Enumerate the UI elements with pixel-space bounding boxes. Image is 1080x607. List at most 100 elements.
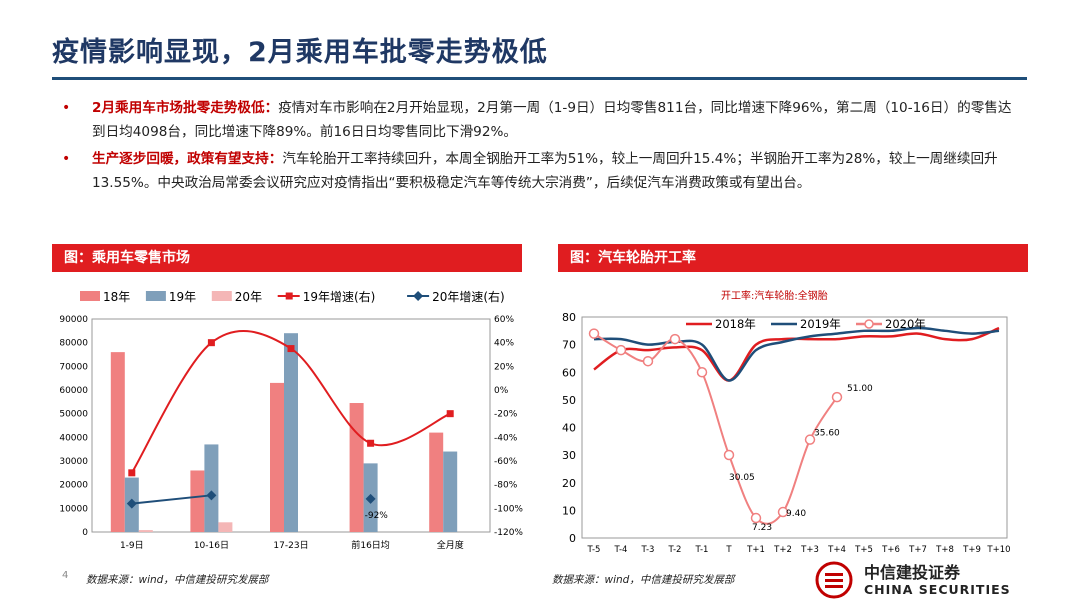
x-tick-label: 全月度	[437, 539, 464, 551]
x-tick-label: T+3	[800, 545, 819, 555]
data-label: -92%	[365, 511, 389, 521]
data-label: 51.00	[847, 384, 873, 394]
bullet-list: • 2月乘用车市场批零走势极低：疫情对车市影响在2月开始显现，2月第一周（1-9…	[62, 96, 1022, 198]
x-tick-label: T+10	[986, 545, 1010, 555]
citic-logo-icon: 中信建投证券 CHINA SECURITIES	[815, 561, 1011, 599]
x-tick-label: T-5	[587, 545, 601, 555]
y2-tick-label: -60%	[494, 457, 518, 467]
data-point	[128, 469, 136, 477]
legend-marker	[864, 319, 874, 329]
bar	[190, 470, 205, 532]
x-tick-label: T+7	[908, 545, 927, 555]
chart-header-retail: 图：乘用车零售市场	[52, 244, 522, 272]
data-label: 7.23	[752, 523, 772, 533]
plot-frame	[581, 316, 1008, 539]
data-point	[446, 410, 454, 418]
y-tick-label: 10	[562, 504, 576, 517]
bullet-item: • 生产逐步回暖，政策有望支持：汽车轮胎开工率持续回升，本周全钢胎开工率为51%…	[62, 147, 1022, 195]
x-tick-label: T+5	[854, 545, 873, 555]
y-tick-label: 50000	[59, 410, 88, 420]
x-tick-label: T-1	[695, 545, 709, 555]
y2-tick-label: 60%	[494, 315, 514, 325]
y-tick-label: 70	[562, 339, 576, 352]
bullet-marker: •	[62, 100, 71, 116]
data-point	[777, 506, 789, 518]
x-tick-label: T+2	[773, 545, 792, 555]
bar	[110, 352, 125, 532]
bar	[443, 451, 458, 532]
x-tick-label: T+9	[962, 545, 981, 555]
y-tick-label: 60000	[59, 386, 88, 396]
page-number: 4	[62, 570, 69, 581]
legend-marker	[285, 292, 293, 300]
data-point	[696, 367, 708, 378]
y2-tick-label: 0%	[494, 386, 509, 396]
legend-swatch	[145, 291, 166, 301]
bar	[218, 522, 233, 532]
series-line-2020年	[593, 332, 838, 525]
bar	[204, 444, 219, 532]
legend-label: 2020年	[885, 317, 926, 331]
x-tick-label: T	[725, 545, 732, 555]
x-tick-label: T+6	[881, 545, 900, 555]
bullet-lead: 生产逐步回暖，政策有望支持：	[92, 151, 283, 167]
y-tick-label: 30	[562, 449, 576, 462]
data-point	[642, 355, 654, 367]
x-tick-label: 17-23日	[273, 540, 308, 551]
x-tick-label: T-4	[614, 545, 628, 555]
legend-label: 19年增速(右)	[303, 289, 376, 304]
company-logo: 中信建投证券 CHINA SECURITIES	[814, 560, 1039, 600]
x-tick-label: T-3	[641, 545, 655, 555]
data-label: 30.05	[729, 473, 755, 483]
y-tick-label: 50	[562, 394, 576, 407]
data-point	[126, 498, 137, 509]
data-point	[615, 344, 627, 356]
x-tick-label: T+4	[827, 545, 846, 555]
y2-tick-label: -80%	[494, 481, 518, 491]
chart-header-tire: 图：汽车轮胎开工率	[558, 244, 1028, 272]
bullet-lead: 2月乘用车市场批零走势极低：	[92, 100, 279, 116]
x-tick-label: 前16日均	[351, 539, 389, 551]
y-tick-label: 30000	[59, 457, 88, 467]
legend-swatch	[211, 291, 232, 301]
y2-tick-label: 40%	[494, 339, 514, 349]
y2-tick-label: -120%	[494, 528, 523, 538]
legend-label: 20年增速(右)	[432, 289, 505, 304]
bar	[284, 333, 298, 532]
brand-name: 中信建投证券	[864, 563, 961, 582]
y2-tick-label: -40%	[494, 433, 518, 443]
data-point	[723, 449, 735, 461]
y-tick-label: 0	[82, 528, 88, 538]
data-point	[206, 490, 217, 501]
source-note-right: 数据来源：wind，中信建投研究发展部	[552, 574, 735, 586]
y-tick-label: 60	[562, 366, 576, 379]
legend-swatch	[80, 291, 100, 301]
bar	[349, 403, 364, 532]
data-point	[367, 439, 375, 447]
data-point	[831, 391, 843, 403]
legend-label: 20年	[235, 290, 262, 304]
bar	[429, 432, 444, 532]
retail-market-chart: 0 10000 20000 30000 40000 50000 60000 70000 8000…	[59, 289, 523, 551]
bullet-text: 疫情对车市影响在2月开始显现，2月第一周（1-9日）日均零售811台，同比增速下…	[92, 100, 1012, 140]
bar	[270, 382, 284, 532]
source-note-left: 数据来源：wind，中信建投研究发展部	[86, 574, 269, 586]
y-tick-label: 80	[562, 311, 576, 324]
data-point	[207, 339, 215, 347]
x-tick-label: T+1	[746, 545, 765, 555]
bullet-marker: •	[62, 151, 71, 167]
y-tick-label: 40000	[59, 433, 88, 443]
y-tick-label: 10000	[59, 504, 88, 514]
data-point	[669, 333, 681, 345]
bullet-text: 汽车轮胎开工率持续回升，本周全钢胎开工率为51%，较上一周回升15.4%；半钢胎…	[92, 151, 998, 191]
y-tick-label: 70000	[59, 362, 88, 372]
y-tick-label: 90000	[59, 315, 88, 325]
brand-name-en: CHINA SECURITIES	[864, 582, 1011, 597]
chart-subtitle: 开工率:汽车轮胎:全钢胎	[721, 289, 828, 302]
bar	[138, 530, 153, 532]
y-tick-label: 80000	[59, 339, 88, 349]
y-tick-label: 20000	[59, 481, 88, 491]
legend-label: 18年	[103, 290, 130, 304]
series-line-2018年	[593, 326, 1000, 382]
series-line-20-growth	[131, 494, 212, 505]
